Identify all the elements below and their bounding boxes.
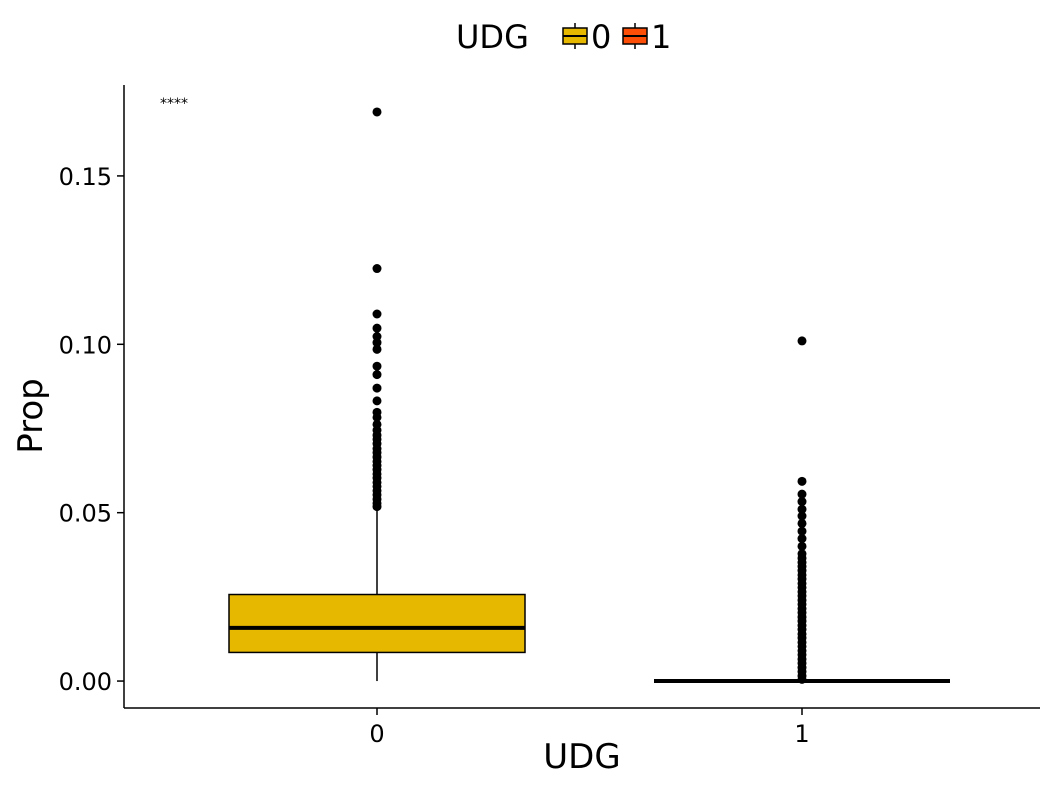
outlier-point [372, 412, 382, 422]
x-tick-label: 0 [369, 720, 384, 748]
significance-annotation: **** [160, 96, 188, 112]
outlier-point [372, 370, 382, 380]
outlier-point [797, 674, 807, 684]
x-axis-title: UDG [543, 737, 620, 777]
outlier-point [797, 497, 807, 507]
box-group-0 [228, 107, 526, 682]
legend: UDG 0 1 [456, 18, 671, 56]
outlier-point [797, 336, 807, 346]
outlier-point [797, 489, 807, 499]
legend-label: 1 [651, 18, 671, 56]
y-tick-label: 0.10 [59, 331, 112, 359]
outlier-point [372, 383, 382, 393]
outlier-point [372, 344, 382, 354]
iqr-box [228, 593, 526, 654]
legend-entry-1: 1 [622, 18, 671, 56]
outlier-point [797, 526, 807, 536]
outlier-point [797, 504, 807, 514]
outlier-point [372, 502, 382, 512]
outlier-point [797, 518, 807, 528]
y-tick-label: 0.00 [59, 668, 112, 696]
outlier-point [372, 107, 382, 117]
outlier-point [372, 309, 382, 319]
legend-label: 0 [591, 18, 611, 56]
outlier-point [372, 264, 382, 274]
box-group-1 [654, 336, 950, 684]
outlier-point [372, 396, 382, 406]
y-tick-label: 0.15 [59, 163, 112, 191]
legend-title: UDG [456, 18, 529, 56]
outlier-point [372, 361, 382, 371]
x-tick-label: 1 [794, 720, 809, 748]
y-axis-title: Prop [11, 378, 51, 454]
y-tick-label: 0.05 [59, 500, 112, 528]
outlier-point [797, 476, 807, 486]
outlier-point [372, 338, 382, 348]
outlier-point [797, 511, 807, 521]
outlier-point [797, 541, 807, 551]
outlier-point [797, 534, 807, 544]
legend-entry-0: 0 [562, 18, 611, 56]
outlier-point [372, 323, 382, 333]
